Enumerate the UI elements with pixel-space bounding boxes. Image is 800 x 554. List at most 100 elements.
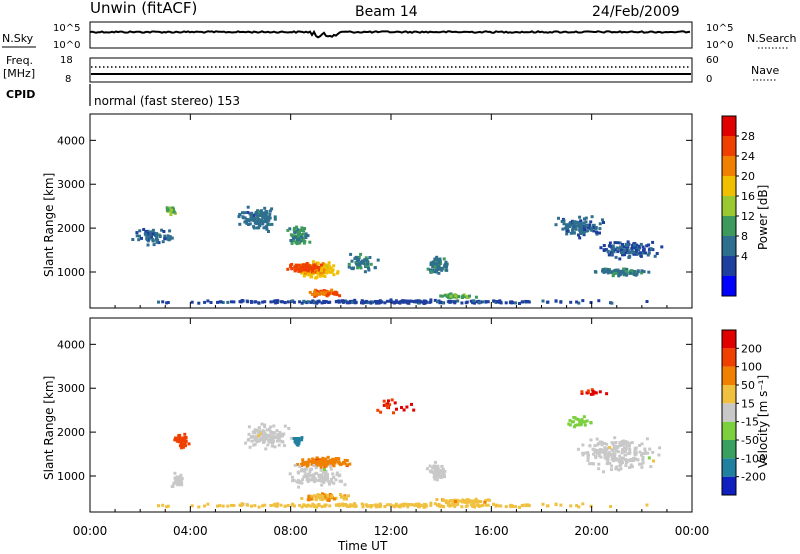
heatmap-cell — [598, 451, 602, 455]
heatmap-cell — [333, 292, 337, 296]
colorbar-segment — [722, 385, 736, 404]
heatmap-cell — [269, 504, 273, 507]
heatmap-cell — [630, 246, 634, 250]
heatmap-cell — [640, 462, 644, 466]
heatmap-cell — [376, 300, 380, 303]
heatmap-cell — [611, 246, 615, 250]
heatmap-cell — [574, 417, 578, 421]
heatmap-cell — [317, 292, 321, 296]
heatmap-cell — [630, 465, 634, 469]
heatmap-cell — [274, 504, 278, 508]
heatmap-cell — [343, 483, 347, 487]
heatmap-cell — [406, 301, 410, 305]
heatmap-cell — [241, 215, 245, 219]
heatmap-cell — [306, 300, 310, 304]
heatmap-cell — [173, 471, 177, 475]
heatmap-cell — [616, 445, 620, 449]
heatmap-cell — [579, 232, 583, 235]
colorbar-tick-label: 100 — [741, 361, 762, 374]
heatmap-cell — [498, 299, 502, 303]
heatmap-cell — [270, 222, 274, 226]
heatmap-cell — [254, 437, 258, 441]
heatmap-cell — [546, 300, 550, 304]
heatmap-cell — [444, 501, 448, 505]
heatmap-cell — [314, 266, 318, 269]
heatmap-cell — [524, 299, 528, 303]
heatmap-cell — [603, 456, 607, 460]
heatmap-cell — [266, 443, 270, 447]
heatmap-cell — [461, 498, 465, 502]
heatmap-cell — [350, 259, 354, 263]
heatmap-cell — [417, 505, 421, 509]
heatmap-cell — [562, 222, 566, 226]
heatmap-cell — [157, 241, 161, 245]
heatmap-cell — [247, 223, 250, 226]
heatmap-cell — [247, 425, 251, 429]
heatmap-cell — [330, 288, 334, 292]
heatmap-cell — [386, 405, 389, 409]
heatmap-cell — [623, 449, 627, 453]
heatmap-cell — [266, 222, 270, 226]
heatmap-cell — [439, 475, 443, 479]
heatmap-cell — [625, 440, 629, 444]
heatmap-cell — [166, 504, 170, 508]
heatmap-cell — [619, 458, 623, 461]
heatmap-cell — [182, 436, 186, 440]
heatmap-cell — [298, 267, 301, 271]
heatmap-cell — [323, 275, 327, 278]
heatmap-cell — [266, 433, 270, 437]
heatmap-cell — [311, 272, 315, 276]
heatmap-cell — [257, 431, 261, 435]
heatmap-cell — [300, 438, 304, 442]
heatmap-cell — [281, 300, 284, 304]
heatmap-cell — [321, 265, 325, 268]
heatmap-cell — [607, 244, 611, 248]
heatmap-cell — [318, 462, 322, 466]
heatmap-cell — [240, 503, 244, 507]
heatmap-cell — [433, 257, 437, 261]
heatmap-cell — [582, 221, 586, 225]
heatmap-cell — [262, 220, 266, 223]
heatmap-cell — [301, 265, 305, 269]
heatmap-cell — [298, 230, 301, 234]
heatmap-cell — [292, 238, 295, 242]
heatmap-cell — [315, 464, 319, 468]
heatmap-cell — [405, 405, 409, 409]
heatmap-cell — [599, 455, 603, 459]
heatmap-cell — [261, 222, 265, 226]
heatmap-cell — [309, 474, 313, 478]
heatmap-cell — [166, 301, 170, 304]
heatmap-cell — [595, 230, 599, 234]
colorbar-segment — [722, 216, 736, 236]
heatmap-cell — [604, 248, 608, 252]
heatmap-cell — [611, 456, 615, 460]
heatmap-cell — [568, 423, 572, 427]
heatmap-cell — [651, 450, 655, 454]
heatmap-cell — [255, 219, 259, 223]
noise-panel: N.Sky 10^5 10^0 10^5 10^0 N.Search — [2, 21, 797, 51]
heatmap-cell — [290, 241, 294, 245]
heatmap-cell — [592, 229, 596, 233]
heatmap-cell — [639, 242, 643, 246]
heatmap-cell — [647, 248, 651, 252]
heatmap-cell — [299, 269, 303, 273]
heatmap-cell — [148, 232, 152, 236]
heatmap-cell — [356, 259, 360, 262]
heatmap-cell — [161, 300, 165, 304]
heatmap-cell — [146, 235, 150, 239]
heatmap-cell — [621, 449, 625, 453]
heatmap-cell — [580, 390, 584, 394]
heatmap-cell — [275, 439, 279, 443]
heatmap-cell — [146, 232, 150, 236]
heatmap-cell — [623, 248, 627, 252]
heatmap-cell — [170, 208, 173, 212]
heatmap-cell — [589, 504, 593, 508]
heatmap-cell — [406, 299, 410, 303]
colorbar-segment — [722, 256, 736, 276]
heatmap-cell — [304, 271, 307, 275]
heatmap-cell — [320, 498, 324, 502]
heatmap-cell — [440, 470, 444, 474]
heatmap-cell — [435, 258, 439, 262]
heatmap-cell — [606, 249, 610, 253]
heatmap-cell — [341, 300, 345, 304]
